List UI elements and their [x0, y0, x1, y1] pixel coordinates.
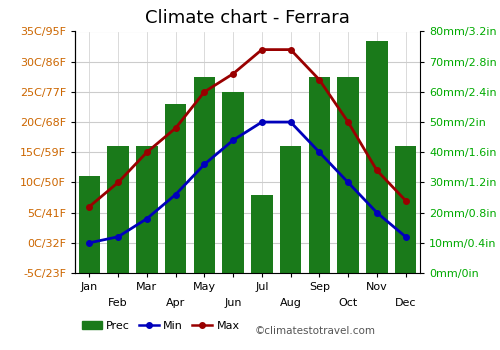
Text: Feb: Feb [108, 298, 128, 308]
Bar [366, 41, 388, 273]
Bar [165, 104, 186, 273]
Bar [136, 146, 158, 273]
Bar [222, 92, 244, 273]
Bar [338, 77, 359, 273]
Bar [280, 146, 301, 273]
Bar [395, 146, 416, 273]
Bar [108, 146, 129, 273]
Bar [194, 77, 215, 273]
Title: Climate chart - Ferrara: Climate chart - Ferrara [145, 9, 350, 27]
Bar [78, 176, 100, 273]
Bar [308, 77, 330, 273]
Text: Jun: Jun [224, 298, 242, 308]
Text: ©climatestotravel.com: ©climatestotravel.com [254, 326, 376, 336]
Legend: Prec, Min, Max: Prec, Min, Max [77, 316, 244, 335]
Text: Oct: Oct [338, 298, 358, 308]
Text: Dec: Dec [395, 298, 416, 308]
Text: Apr: Apr [166, 298, 185, 308]
Text: Aug: Aug [280, 298, 301, 308]
Bar [251, 195, 272, 273]
